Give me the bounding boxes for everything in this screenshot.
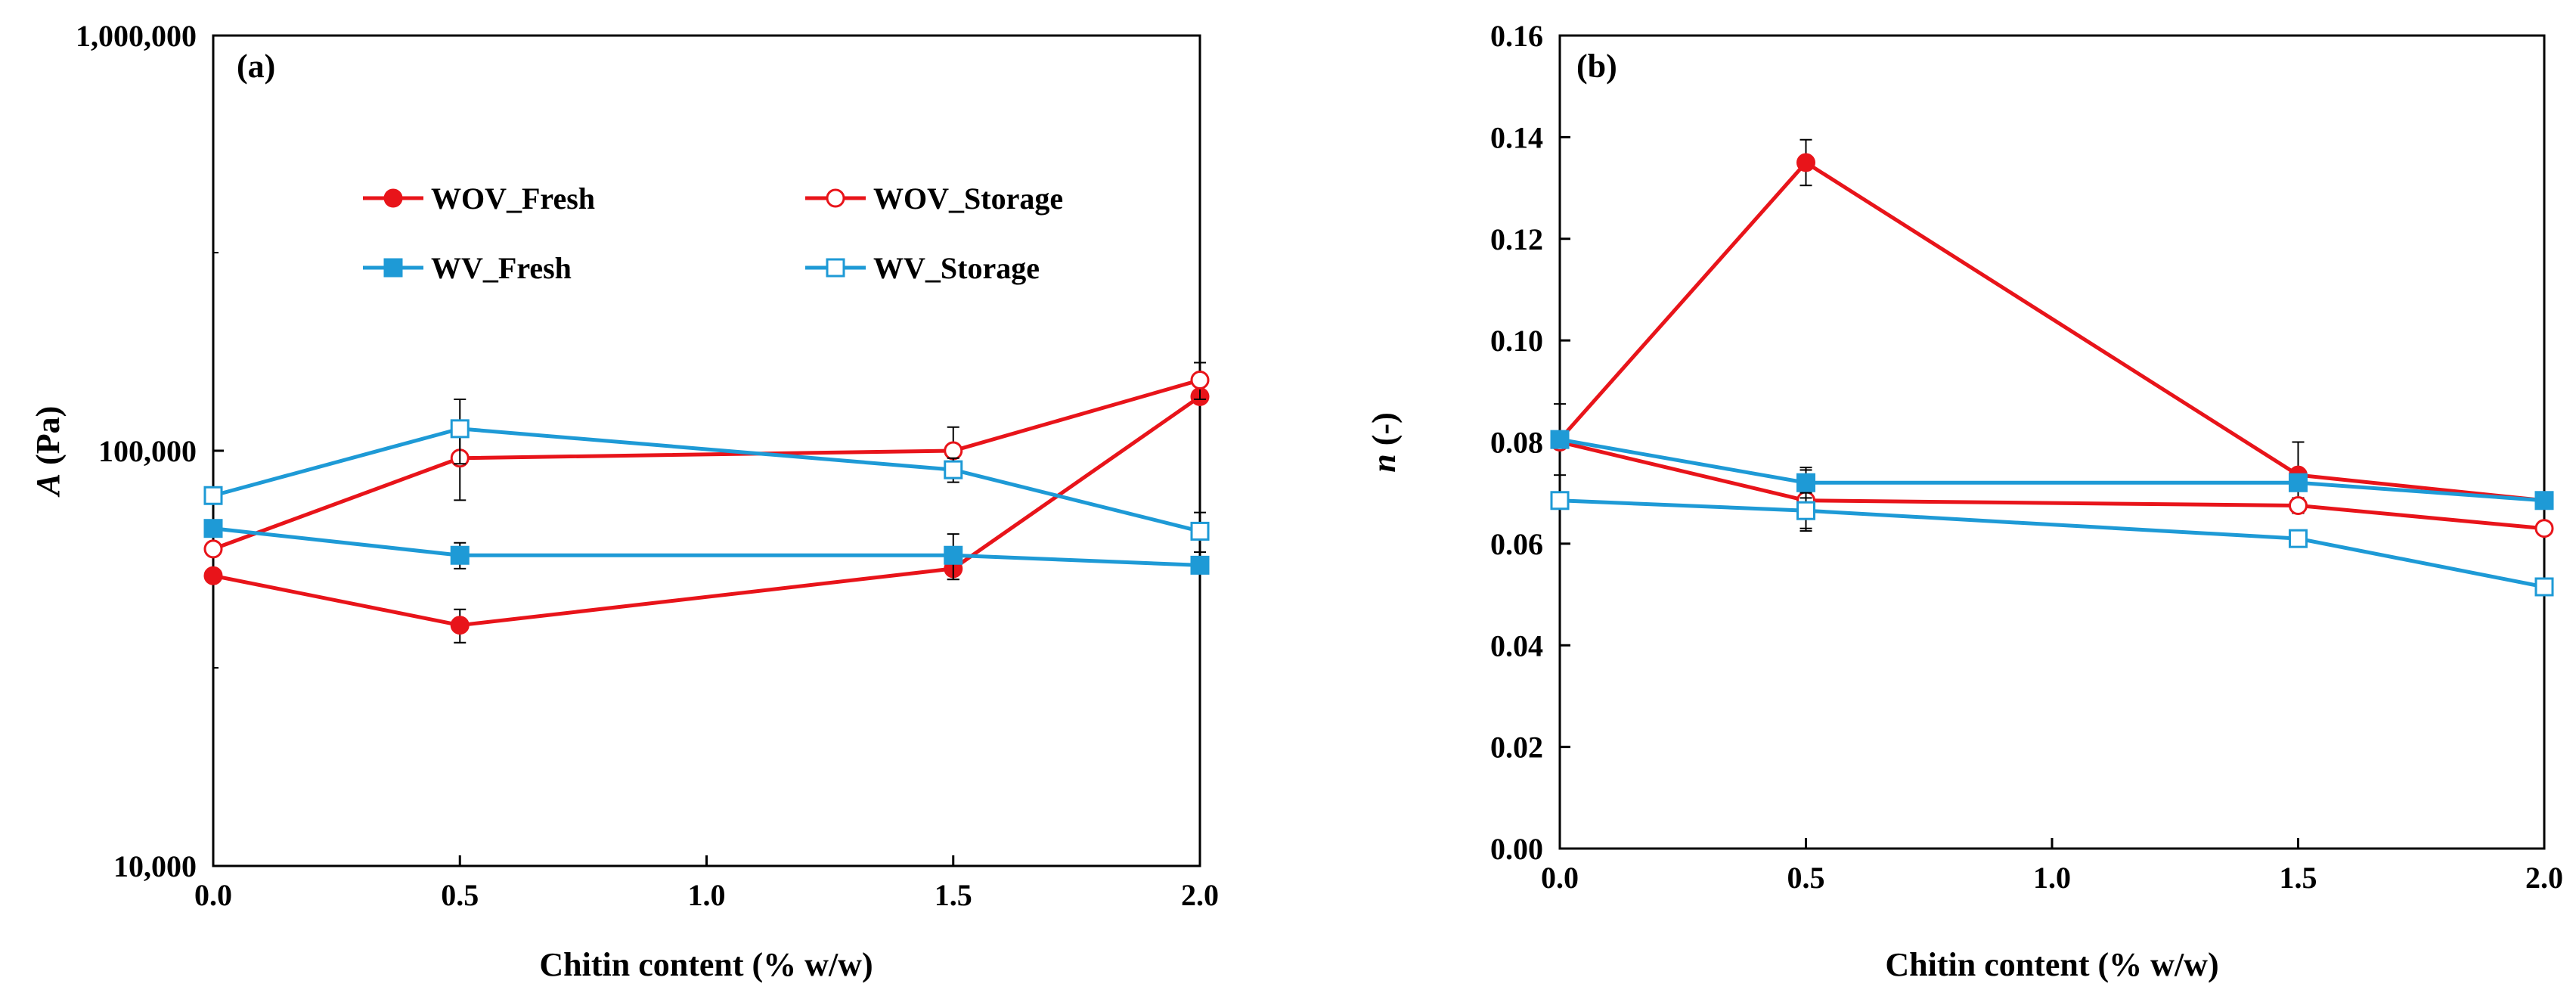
panel-b-point-wov-storage bbox=[2534, 519, 2554, 538]
panel-a-y-tick-label: 100,000 bbox=[98, 434, 197, 468]
panel-b-x-tick-label: 0.5 bbox=[1787, 861, 1825, 895]
panel-b-y-axis-unit: (-) bbox=[1365, 412, 1403, 454]
panel-a-chart: (a) Chitin content (% w/w) A (Pa) 0.0 0.5… bbox=[29, 19, 1219, 983]
panel-b-point-wov-storage bbox=[2289, 495, 2308, 515]
panel-a-point-wov-storage bbox=[1190, 371, 1210, 390]
panel-a-x-axis-title: Chitin content (% w/w) bbox=[539, 946, 873, 983]
panel-b-label: (b) bbox=[1576, 48, 1617, 85]
panel-a-x-tick-label: 2.0 bbox=[1181, 878, 1219, 912]
panel-b-y-tick-label: 0.04 bbox=[1490, 628, 1543, 663]
panel-b-y-axis-var: n bbox=[1365, 454, 1403, 472]
panel-b-y-tick-label: 0.00 bbox=[1490, 832, 1543, 866]
panel-b-y-axis-title: n (-) bbox=[1365, 412, 1403, 472]
panel-b-point-wv-storage bbox=[2289, 529, 2308, 548]
panel-b-y-tick-label: 0.16 bbox=[1490, 19, 1543, 53]
legend-item-wv-storage: WV_Storage bbox=[805, 251, 1040, 285]
legend-label-wov-storage: WOV_Storage bbox=[873, 182, 1063, 216]
panel-a-line-wv-storage bbox=[212, 427, 1201, 533]
legend-label-wv-fresh: WV_Fresh bbox=[431, 251, 572, 285]
panel-b-line-wov-storage bbox=[1559, 440, 2545, 531]
panel-a-ticks: 0.0 0.5 1.0 1.5 2.0 10,000 100,000 1,000,000 bbox=[76, 19, 1219, 912]
panel-a-x-tick-label: 1.5 bbox=[935, 878, 972, 912]
panel-a-line-wov-fresh bbox=[212, 395, 1201, 628]
panel-a-y-axis-var: A bbox=[29, 473, 67, 498]
panel-a-point-wov-fresh bbox=[450, 616, 470, 635]
panel-b-x-tick-label: 2.0 bbox=[2525, 861, 2563, 895]
panel-b-line-wov-fresh bbox=[1558, 160, 2545, 503]
panel-b-x-tick-label: 0.0 bbox=[1541, 861, 1579, 895]
panel-b-y-tick-label: 0.02 bbox=[1490, 731, 1543, 765]
panel-b-chart: (b) Chitin content (% w/w) n (-) 0.0 0.5 1… bbox=[1365, 19, 2563, 983]
panel-a-y-axis-unit: (Pa) bbox=[29, 406, 67, 473]
panel-a-point-wv-storage bbox=[203, 486, 223, 505]
legend-marker bbox=[826, 258, 845, 278]
panel-b-ticks: 0.0 0.5 1.0 1.5 2.0 0.00 0.02 0.04 0.06 0.08 0.10 0… bbox=[1490, 19, 2563, 895]
panel-b-x-tick-label: 1.0 bbox=[2033, 861, 2071, 895]
panel-a-point-wv-storage bbox=[1190, 521, 1210, 541]
legend-item-wv-fresh: WV_Fresh bbox=[363, 251, 572, 285]
panel-a-point-wv-storage bbox=[944, 460, 963, 479]
panel-b-x-axis-title: Chitin content (% w/w) bbox=[1885, 946, 2218, 983]
panel-b-y-tick-label: 0.08 bbox=[1490, 426, 1543, 460]
panel-a-point-wv-storage bbox=[450, 419, 470, 439]
panel-a-series bbox=[203, 362, 1210, 644]
panel-b-y-tick-label: 0.06 bbox=[1490, 527, 1543, 561]
legend-marker bbox=[383, 188, 403, 208]
panel-b-y-tick-label: 0.10 bbox=[1490, 324, 1543, 358]
panel-b-point-wv-storage bbox=[2534, 577, 2554, 597]
panel-b-y-tick-label: 0.12 bbox=[1490, 222, 1543, 256]
legend-item-wov-fresh: WOV_Fresh bbox=[363, 182, 595, 216]
panel-b-point-wov-fresh bbox=[1796, 153, 1815, 172]
legend-item-wov-storage: WOV_Storage bbox=[805, 182, 1063, 216]
panel-a-y-axis-title: A (Pa) bbox=[29, 406, 67, 498]
panel-a-point-wov-fresh bbox=[203, 566, 223, 585]
panel-a-x-tick-label: 0.5 bbox=[441, 878, 479, 912]
panel-b-y-tick-label: 0.14 bbox=[1490, 120, 1543, 154]
panel-a-point-wov-storage bbox=[944, 441, 963, 461]
panel-b-point-wv-storage bbox=[1550, 491, 1570, 510]
panel-a-point-wv-fresh bbox=[944, 545, 963, 565]
panel-a-label: (a) bbox=[237, 48, 275, 85]
panel-b-point-wv-fresh bbox=[1796, 473, 1815, 492]
panel-b-line-wv-fresh bbox=[1559, 437, 2545, 503]
panel-b-line-wv-storage bbox=[1559, 498, 2545, 589]
legend-label-wv-storage: WV_Storage bbox=[873, 251, 1040, 285]
panel-a-point-wv-fresh bbox=[203, 519, 223, 538]
panel-b-point-wv-fresh bbox=[1550, 430, 1570, 449]
panel-b-x-tick-label: 1.5 bbox=[2280, 861, 2317, 895]
panel-a-point-wv-fresh bbox=[1190, 555, 1210, 575]
panel-a-y-tick-label: 1,000,000 bbox=[76, 19, 197, 53]
legend-marker bbox=[826, 188, 845, 208]
legend-marker bbox=[383, 258, 403, 278]
panel-a-x-tick-label: 1.0 bbox=[688, 878, 726, 912]
panel-a-y-tick-label: 10,000 bbox=[113, 849, 197, 883]
panel-b-plot-frame bbox=[1558, 34, 2546, 850]
panel-a-line-wv-fresh bbox=[212, 526, 1201, 567]
panel-a-point-wv-fresh bbox=[450, 545, 470, 565]
legend-label-wov-fresh: WOV_Fresh bbox=[431, 182, 595, 216]
panel-b-point-wv-storage bbox=[1796, 501, 1815, 520]
panel-a-point-wov-storage bbox=[203, 539, 223, 559]
panel-b-point-wv-fresh bbox=[2534, 491, 2554, 510]
panel-b-series bbox=[1550, 138, 2554, 597]
panel-a-line-wov-storage bbox=[212, 378, 1201, 551]
panel-a-x-tick-label: 0.0 bbox=[194, 878, 232, 912]
panel-b-point-wv-fresh bbox=[2289, 473, 2308, 492]
legend: WOV_Fresh WOV_Storage WV_Fresh WV_Storag… bbox=[363, 182, 1063, 285]
